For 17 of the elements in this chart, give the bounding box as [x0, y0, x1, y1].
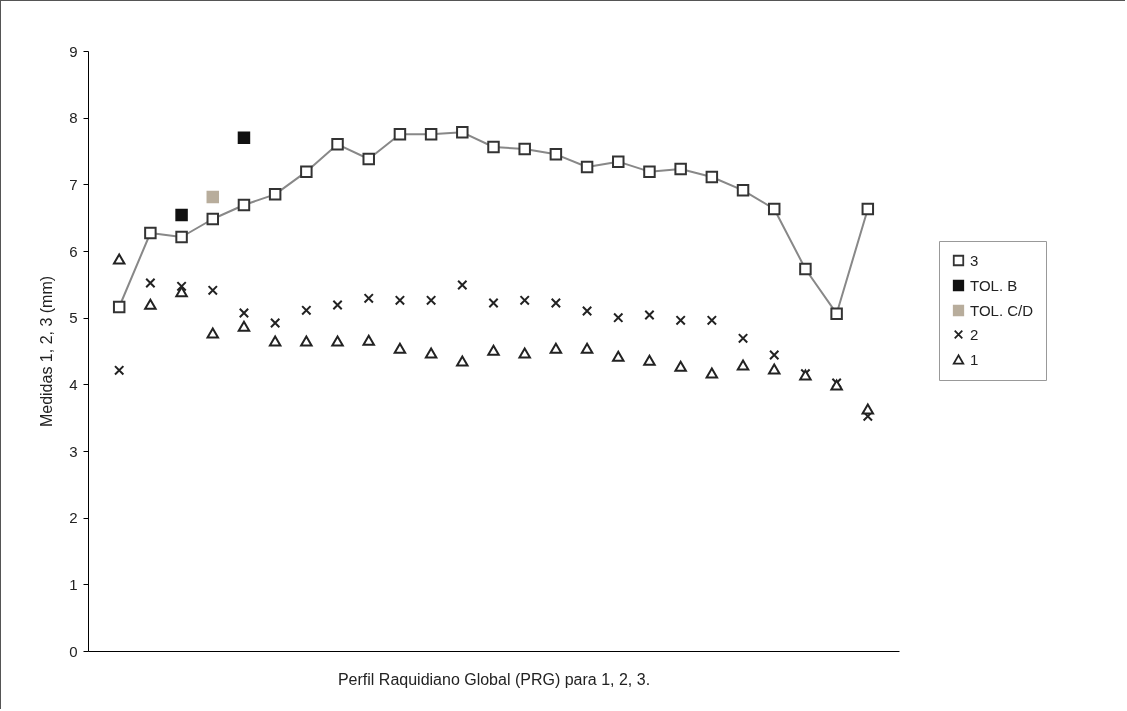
legend-label: 2 [970, 325, 979, 343]
y-axis-title: Medidas 1, 2, 3 (mm) [38, 275, 56, 428]
y-tick-label: 4 [69, 375, 78, 393]
x-axis-title: Perfil Raquidiano Global (PRG) para 1, 2, 3. [337, 670, 651, 688]
y-tick-label: 1 [69, 575, 78, 593]
y-tick-label: 0 [69, 642, 78, 660]
legend-label: 3 [970, 251, 979, 269]
legend-label: TOL. B [970, 276, 1018, 294]
y-tick-label: 2 [69, 509, 78, 527]
y-tick-label: 6 [69, 242, 78, 260]
y-tick-label: 7 [69, 175, 78, 193]
y-tick-label: 8 [69, 109, 78, 127]
y-tick-label: 3 [69, 442, 78, 460]
y-tick-label: 9 [69, 42, 78, 60]
y-tick-label: 5 [69, 309, 78, 327]
legend-label: TOL. C/D [970, 301, 1034, 319]
legend-label: 1 [970, 350, 979, 368]
